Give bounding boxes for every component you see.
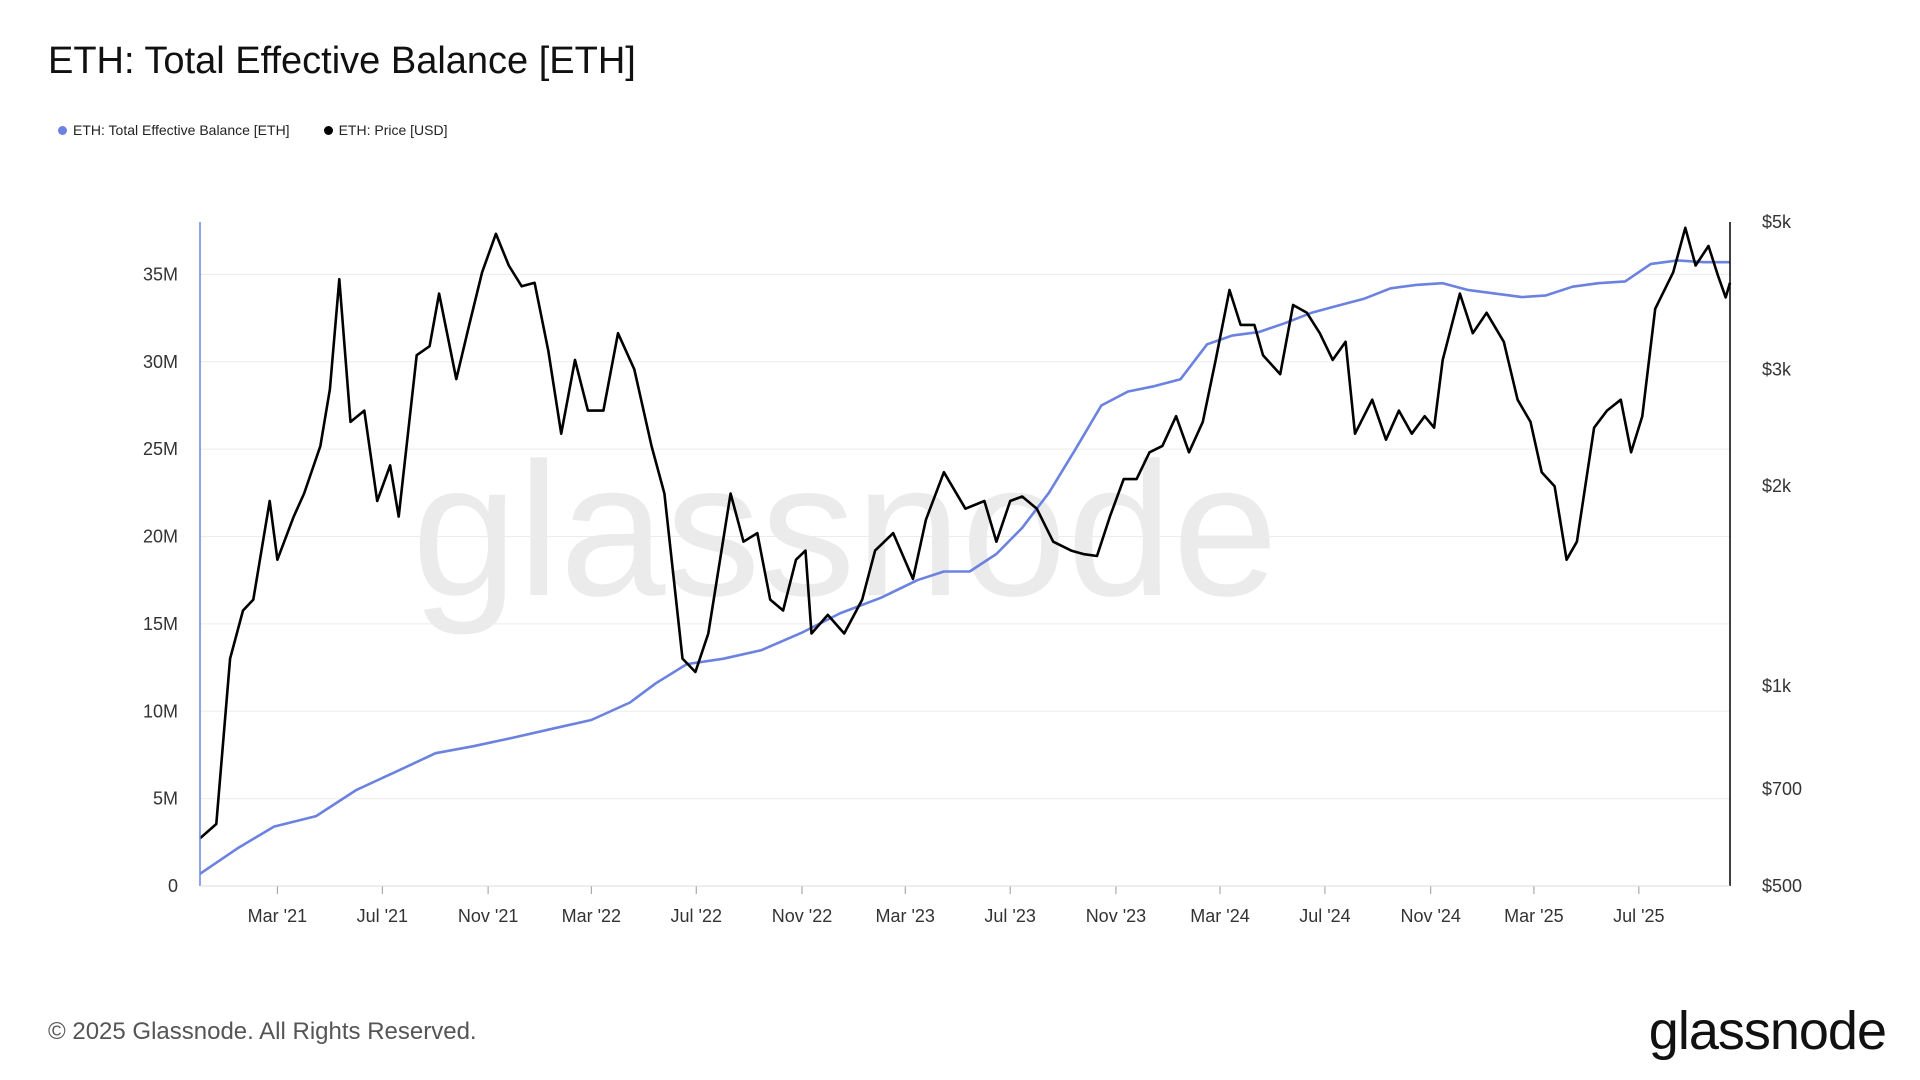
legend-price-dot <box>323 125 333 135</box>
x-tick-label: Mar '22 <box>562 906 621 926</box>
chart-plot[interactable]: glassnode 0 5M 10M 15M 20M 25M 30M 35M $500 $700 $… <box>0 0 1920 1000</box>
x-tick-label: Mar '21 <box>248 906 307 926</box>
legend-item-price[interactable]: ETH: Price [USD] <box>323 122 448 138</box>
watermark-text: glassnode <box>412 424 1278 636</box>
x-tick-label: Mar '24 <box>1190 906 1249 926</box>
x-tick-label: Jul '25 <box>1613 906 1664 926</box>
series-line-total-effective-balance <box>199 259 1730 875</box>
legend-item-balance[interactable]: ETH: Total Effective Balance [ETH] <box>58 122 290 138</box>
copyright-footer: © 2025 Glassnode. All Rights Reserved. <box>48 1018 477 1045</box>
y-right-tick-label: $1k <box>1762 676 1792 696</box>
x-tick-label: Mar '25 <box>1504 906 1563 926</box>
x-tick-label: Mar '23 <box>875 906 934 926</box>
y-left-tick-label: 20M <box>143 527 178 547</box>
legend-price-label: ETH: Price [USD] <box>338 122 448 138</box>
x-tick-label: Nov '22 <box>772 906 832 926</box>
y-left-tick-label: 0 <box>168 876 178 896</box>
x-tick-label: Jul '22 <box>671 906 722 926</box>
y-left-tick-label: 10M <box>143 701 178 721</box>
chart-legend: ETH: Total Effective Balance [ETH] ETH: … <box>58 122 447 138</box>
y-right-tick-label: $700 <box>1762 779 1802 799</box>
series-line-eth-price <box>199 226 1732 840</box>
y-left-tick-label: 35M <box>143 264 178 284</box>
y-right-tick-label: $3k <box>1762 359 1792 379</box>
y-left-tick-label: 5M <box>153 789 178 809</box>
y-right-tick-label: $500 <box>1762 876 1802 896</box>
x-tick-label: Jul '23 <box>984 906 1035 926</box>
y-left-tick-label: 25M <box>143 439 178 459</box>
x-tick-label: Nov '23 <box>1086 906 1146 926</box>
legend-balance-dot <box>58 125 67 135</box>
glassnode-logo: glassnode <box>1648 1001 1887 1061</box>
legend-balance-label: ETH: Total Effective Balance [ETH] <box>73 122 290 138</box>
y-right-tick-label: $5k <box>1762 212 1792 232</box>
x-tick-label: Nov '21 <box>458 906 518 926</box>
y-left-tick-label: 15M <box>143 614 178 634</box>
x-tick-label: Jul '21 <box>357 906 408 926</box>
y-left-tick-label: 30M <box>143 352 178 372</box>
chart-title: ETH: Total Effective Balance [ETH] <box>48 40 636 82</box>
y-right-tick-label: $2k <box>1762 476 1792 496</box>
x-tick-label: Jul '24 <box>1299 906 1350 926</box>
x-tick-label: Nov '24 <box>1400 906 1460 926</box>
